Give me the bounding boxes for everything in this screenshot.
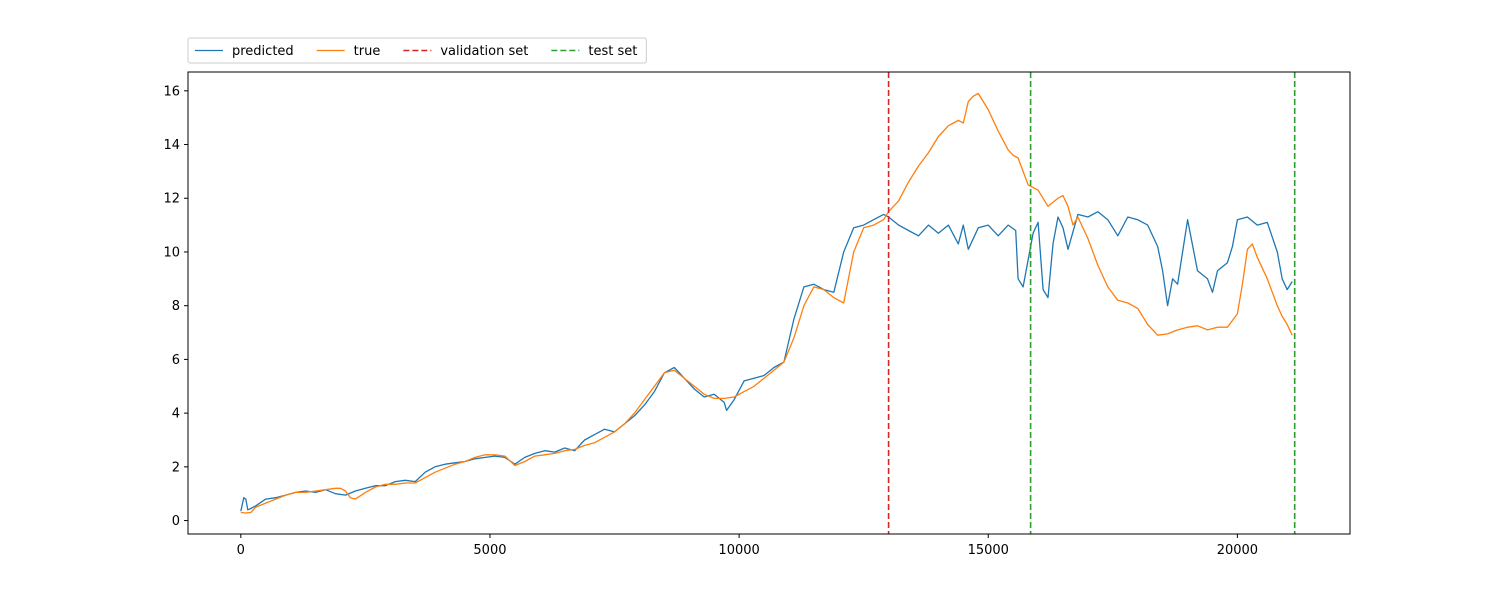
axes-frame	[187, 71, 1351, 535]
y-tick-label: 12	[163, 192, 180, 207]
x-axis: 0 5000 10000 15000 20000	[237, 534, 1258, 558]
x-tick-label: 15000	[968, 543, 1009, 558]
y-tick-label: 2	[172, 460, 180, 475]
y-tick-label: 14	[163, 138, 180, 153]
series-line-true	[240, 92, 1293, 514]
legend: predicted true validation set test set	[187, 37, 647, 64]
y-tick-label: 10	[163, 245, 180, 260]
vline-layer	[887, 72, 1296, 534]
x-tick-label: 10000	[718, 543, 759, 558]
y-tick-label: 16	[163, 84, 180, 99]
y-axis: 0 2 4 6 8 10 12 14 16	[163, 84, 188, 529]
series-layer	[240, 92, 1293, 514]
y-tick-label: 4	[172, 407, 180, 422]
legend-label: true	[354, 44, 381, 59]
series-line-predicted	[240, 211, 1293, 512]
x-tick-label: 5000	[473, 543, 506, 558]
legend-label: test set	[588, 44, 637, 59]
x-tick-label: 0	[237, 543, 245, 558]
legend-label: validation set	[440, 44, 528, 59]
y-tick-label: 8	[172, 299, 180, 314]
y-tick-label: 6	[172, 353, 180, 368]
x-tick-label: 20000	[1217, 543, 1258, 558]
legend-label: predicted	[232, 44, 294, 59]
y-tick-label: 0	[172, 514, 180, 529]
